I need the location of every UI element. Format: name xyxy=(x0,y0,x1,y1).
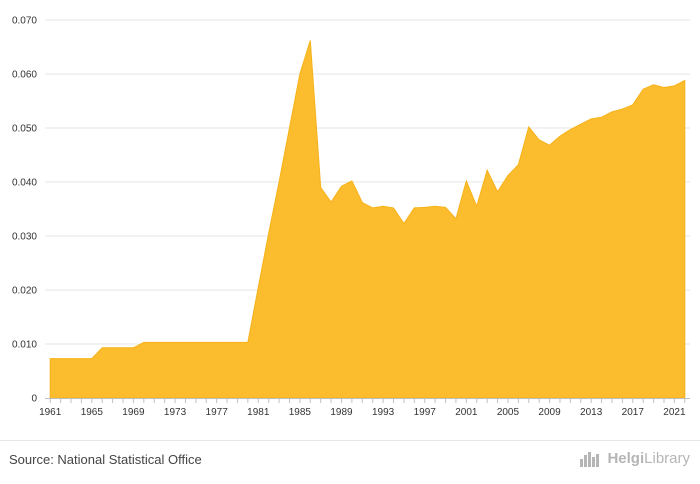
y-axis: 0 0.010 0.020 0.030 0.040 0.050 0.060 0.070 xyxy=(12,16,37,405)
x-tick-label: 1961 xyxy=(39,407,62,418)
y-tick-label: 0.010 xyxy=(12,340,37,351)
x-axis: 1961 1965 1969 1973 1977 1981 1985 1989 1993 1997… xyxy=(39,398,690,418)
chart-footer: Source: National Statistical Office Helg… xyxy=(0,440,700,484)
y-tick-label: 0.050 xyxy=(12,124,37,135)
area-series-fill xyxy=(49,40,686,399)
x-tick-label: 2013 xyxy=(580,407,603,418)
x-tick-label: 2001 xyxy=(455,407,478,418)
x-tick-label: 2021 xyxy=(663,407,686,418)
y-tick-label: 0.040 xyxy=(12,178,37,189)
x-tick-label: 1965 xyxy=(81,407,104,418)
y-tick-label: 0.020 xyxy=(12,286,37,297)
x-tick-label: 2009 xyxy=(538,407,561,418)
x-tick-label: 1969 xyxy=(122,407,145,418)
x-tick-label: 2005 xyxy=(497,407,520,418)
x-tick-label: 1981 xyxy=(247,407,270,418)
area-chart: 0 0.010 0.020 0.030 0.040 0.050 0.060 0.070 196… xyxy=(12,16,690,418)
area-series xyxy=(49,40,686,399)
x-tick-label: 1977 xyxy=(206,407,229,418)
brand-name-part2: Library xyxy=(644,450,690,467)
brand-name-part1: Helgi xyxy=(607,450,645,467)
x-tick-label: 1993 xyxy=(372,407,395,418)
source-note: Source: National Statistical Office xyxy=(9,452,202,467)
y-tick-label: 0.070 xyxy=(12,16,37,27)
x-tick-label: 1973 xyxy=(164,407,187,418)
y-tick-label: 0.060 xyxy=(12,70,37,81)
x-tick-label: 2017 xyxy=(622,407,645,418)
x-tick-label: 1997 xyxy=(414,407,437,418)
brand-logo: HelgiLibrary xyxy=(580,450,690,467)
x-tick-label: 1985 xyxy=(289,407,312,418)
city-skyline-icon xyxy=(580,451,600,467)
y-tick-label: 0.030 xyxy=(12,232,37,243)
x-tick-label: 1989 xyxy=(330,407,353,418)
y-tick-label: 0 xyxy=(31,394,37,405)
